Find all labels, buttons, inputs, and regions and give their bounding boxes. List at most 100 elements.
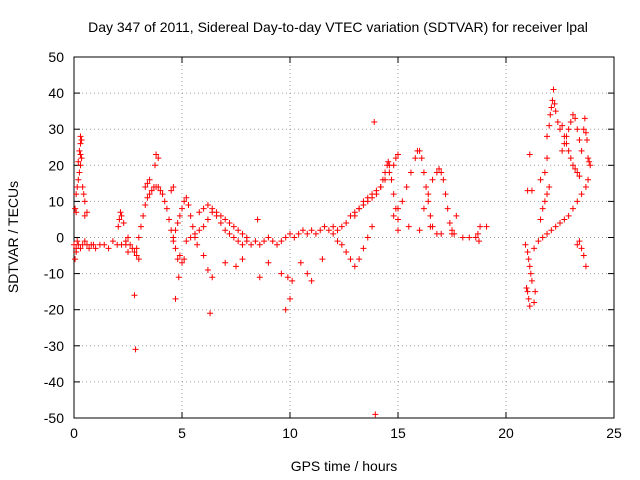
data-point	[75, 176, 82, 183]
y-tick-label: 20	[48, 157, 64, 173]
data-point	[120, 220, 127, 227]
data-point	[563, 133, 570, 140]
data-point	[369, 223, 376, 230]
data-point	[278, 238, 285, 245]
data-point	[172, 227, 179, 234]
data-point	[395, 205, 401, 212]
data-point	[356, 205, 363, 212]
x-tick-label: 0	[70, 425, 78, 441]
y-tick-label: 40	[48, 85, 64, 101]
data-point	[544, 230, 551, 237]
data-point	[377, 183, 384, 190]
data-point	[395, 151, 401, 158]
axis-ticks	[73, 56, 615, 419]
data-point	[217, 220, 224, 227]
data-point	[444, 205, 451, 212]
data-point	[557, 126, 563, 133]
data-point	[474, 230, 481, 237]
data-point	[73, 191, 80, 198]
data-point	[118, 212, 125, 219]
data-point	[423, 183, 430, 190]
data-point	[373, 187, 380, 194]
data-point	[343, 248, 350, 255]
data-point	[565, 126, 572, 133]
data-point	[92, 245, 99, 252]
data-point	[187, 234, 194, 241]
data-point	[222, 259, 229, 266]
data-point	[77, 245, 84, 252]
data-point	[204, 216, 211, 223]
data-point	[360, 245, 367, 252]
data-point	[567, 118, 574, 125]
data-point	[73, 248, 80, 255]
data-point	[142, 183, 149, 190]
data-point	[81, 238, 88, 245]
data-point	[531, 299, 538, 306]
data-point	[561, 140, 568, 147]
data-point	[364, 194, 371, 201]
x-tick-label: 5	[178, 425, 186, 441]
data-point	[369, 191, 376, 198]
data-point	[569, 205, 576, 212]
data-point	[256, 274, 263, 281]
data-point	[525, 256, 532, 263]
data-point	[429, 176, 436, 183]
data-point	[334, 227, 341, 234]
data-point	[576, 137, 583, 144]
data-point	[574, 169, 581, 176]
data-point	[584, 137, 590, 144]
data-point	[392, 155, 399, 162]
data-point	[295, 230, 302, 237]
data-point	[338, 241, 345, 248]
data-point	[390, 212, 397, 219]
data-point	[523, 285, 530, 292]
data-point	[416, 227, 423, 234]
data-point	[142, 202, 149, 209]
data-point	[379, 176, 386, 183]
data-point	[351, 263, 358, 270]
y-tick-label: -50	[44, 410, 64, 426]
data-point	[574, 126, 581, 133]
x-tick-label: 25	[606, 425, 622, 441]
data-point	[222, 227, 229, 234]
x-tick-labels: 0 5 10 15 20 25	[70, 425, 622, 441]
data-point	[356, 256, 363, 263]
data-point	[581, 115, 588, 122]
y-tick-label: 0	[56, 230, 64, 246]
data-point	[80, 191, 87, 198]
data-point	[207, 310, 214, 317]
data-points	[71, 86, 594, 418]
data-point	[334, 238, 341, 245]
data-point	[552, 108, 559, 115]
data-point	[559, 147, 566, 154]
data-point	[425, 191, 432, 198]
data-point	[132, 346, 139, 353]
data-point	[209, 274, 216, 281]
data-point	[539, 205, 546, 212]
data-point	[144, 194, 151, 201]
data-point	[524, 288, 531, 295]
data-point	[189, 223, 196, 230]
data-point	[204, 266, 211, 273]
data-point	[548, 227, 555, 234]
data-point	[226, 220, 233, 227]
data-point	[386, 162, 393, 169]
data-point	[155, 183, 162, 190]
data-point	[274, 241, 281, 248]
data-point	[200, 205, 207, 212]
data-point	[248, 241, 255, 248]
data-point	[546, 122, 553, 129]
data-point	[572, 165, 579, 172]
data-point	[544, 133, 551, 140]
data-point	[217, 212, 224, 219]
data-point	[549, 97, 556, 104]
data-point	[557, 220, 563, 227]
data-point	[559, 122, 566, 129]
data-point	[254, 216, 261, 223]
data-point	[585, 155, 592, 162]
data-point	[284, 274, 291, 281]
data-point	[81, 212, 88, 219]
data-point	[74, 238, 81, 245]
data-point	[181, 256, 188, 263]
data-point	[131, 248, 138, 255]
